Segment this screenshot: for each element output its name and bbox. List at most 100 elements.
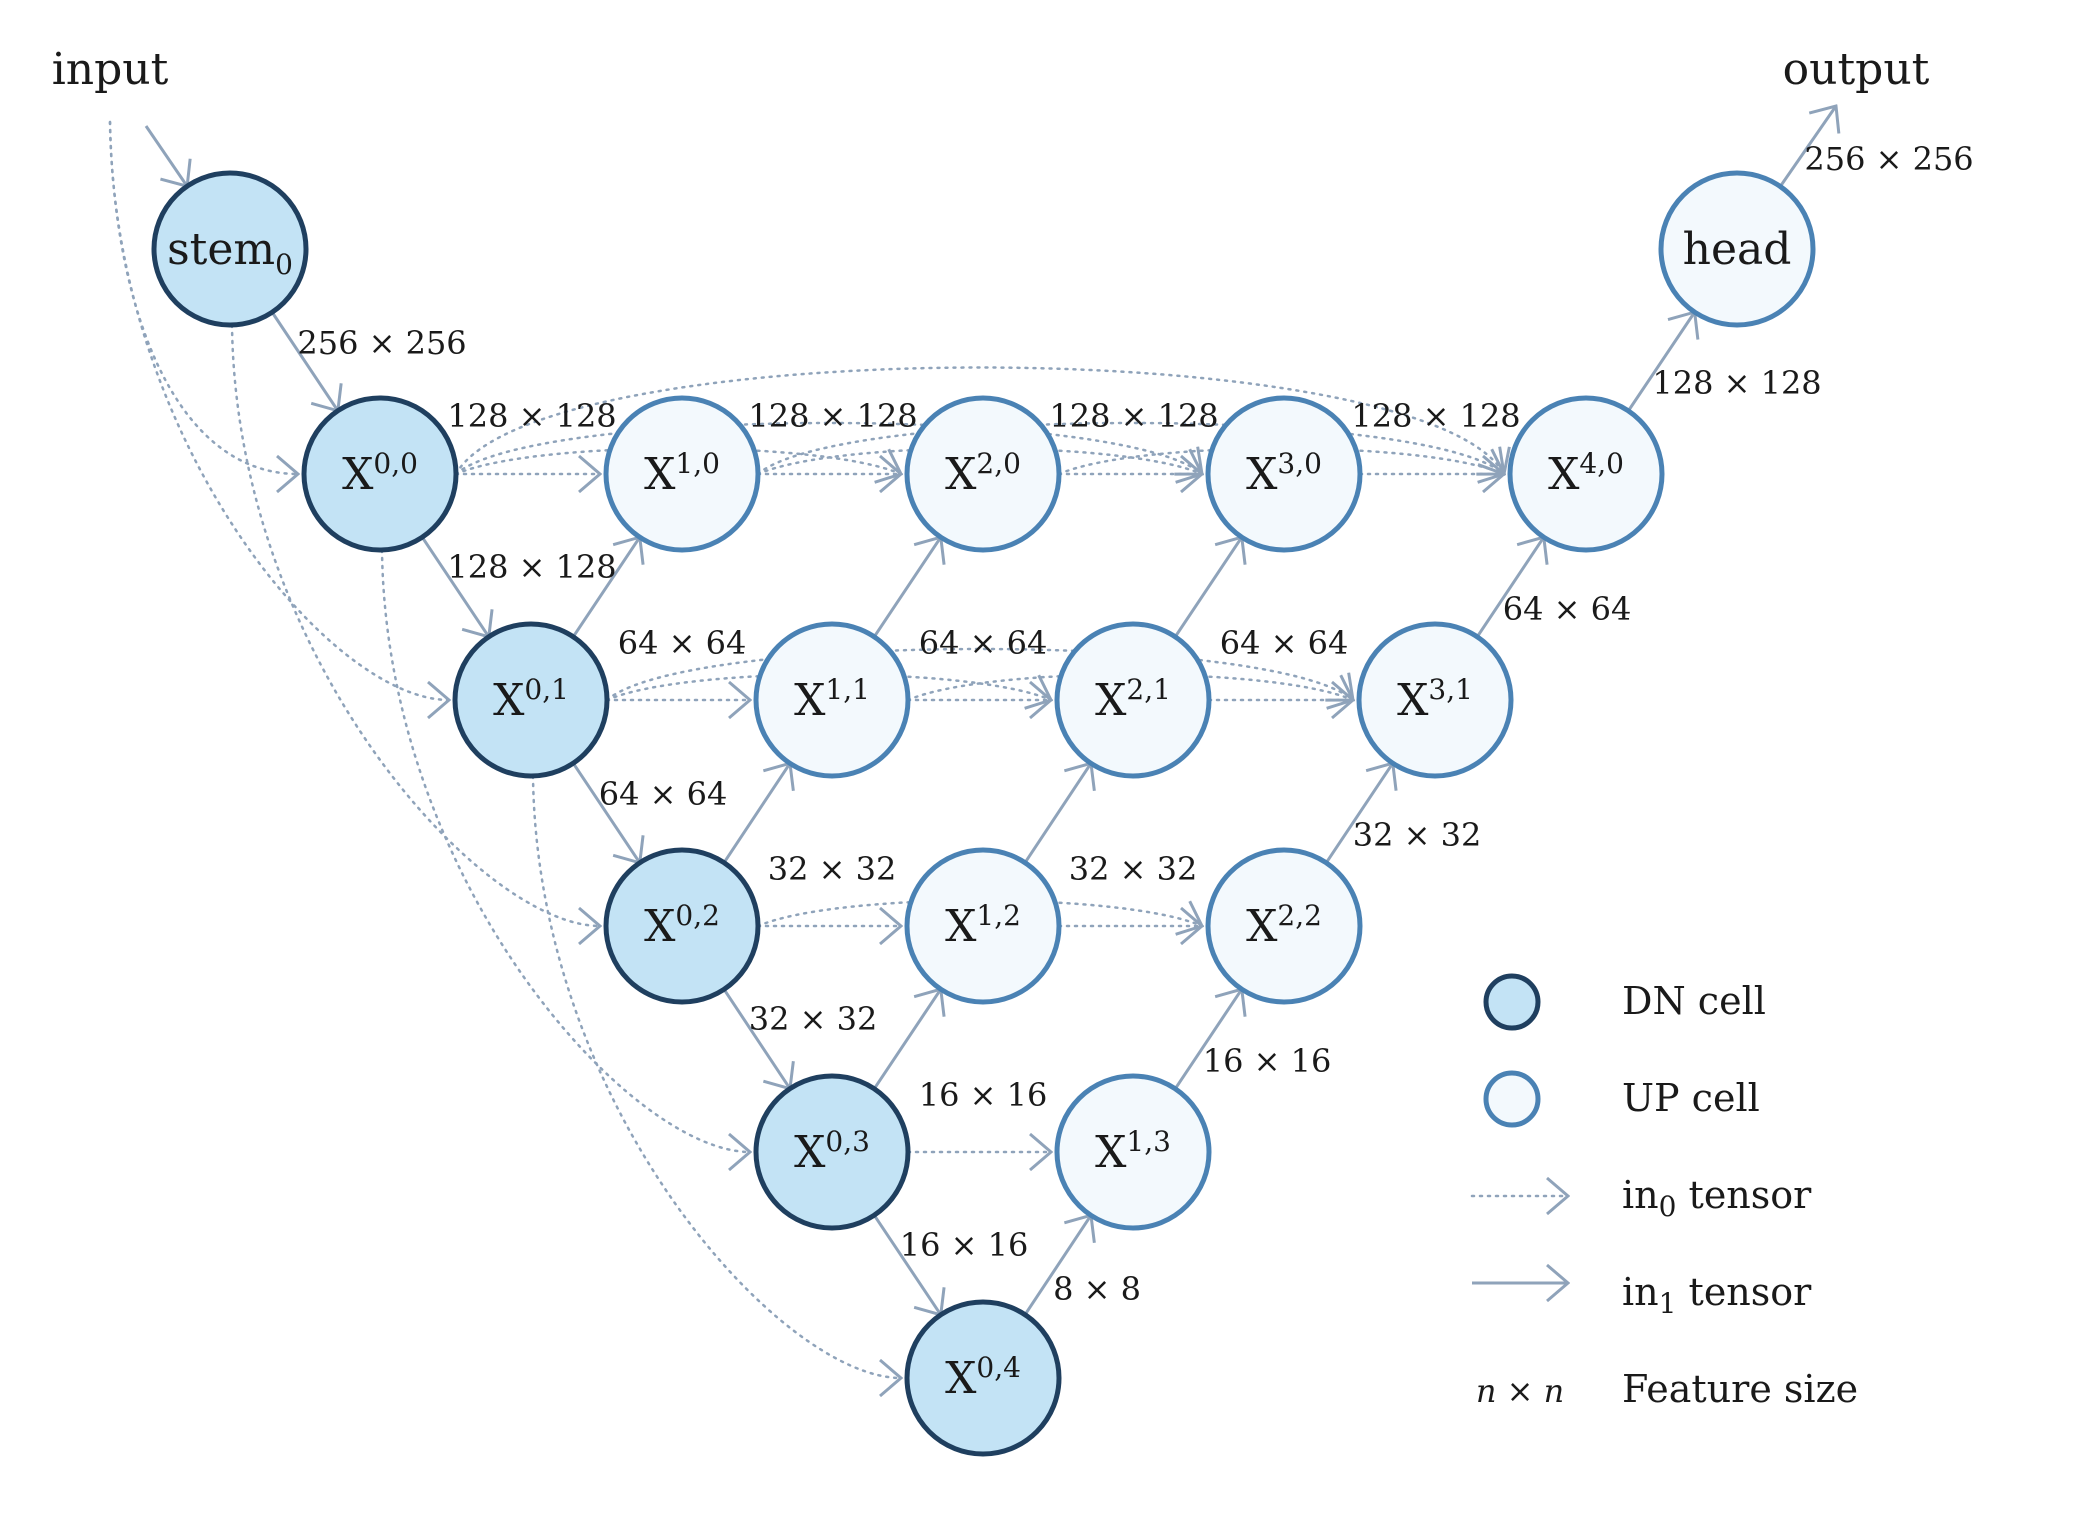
- cell-label: X1,1: [794, 673, 870, 726]
- cell-circle: [753, 621, 911, 779]
- cell-label: X2,1: [1095, 673, 1171, 726]
- up-cell-head: head: [1658, 170, 1816, 328]
- legend-dn-swatch: [1483, 973, 1541, 1031]
- cell-label: X0,1: [493, 673, 569, 726]
- size-label-row0-c: 128 × 128: [1049, 397, 1218, 435]
- cell-label: X1,3: [1095, 1125, 1171, 1178]
- legend-dn-label: DN cell: [1622, 979, 1766, 1023]
- size-label-row2-b: 32 × 32: [1069, 850, 1198, 888]
- up-cell-X22: X2,2: [1205, 847, 1363, 1005]
- size-label-head-out: 256 × 256: [1804, 140, 1973, 178]
- cell-circle: [1205, 847, 1363, 1005]
- size-label-x13-up: 16 × 16: [1203, 1042, 1332, 1080]
- dn-cell-X02: X0,2: [603, 847, 761, 1005]
- legend-up-label: UP cell: [1622, 1076, 1760, 1120]
- in1-edge-X13-to-X22: [1173, 989, 1242, 1090]
- cell-circle: [753, 1073, 911, 1231]
- output-label: output: [1783, 44, 1930, 95]
- cell-circle: [1507, 395, 1665, 553]
- in1-edge-head-to-output: [1779, 106, 1836, 188]
- cell-circle: [151, 170, 309, 328]
- legend-nxn-symbol: n × n: [1476, 1372, 1564, 1410]
- in1-edge-X11-to-X20: [872, 537, 941, 638]
- cell-circle: [452, 621, 610, 779]
- size-label-row0-a: 128 × 128: [447, 397, 616, 435]
- feature-size-labels: 256 × 256 128 × 128 128 × 128 128 × 128 128 …: [297, 140, 1973, 1308]
- dn-cell-X00: X0,0: [301, 395, 459, 553]
- in1-edge-X12-to-X21: [1023, 763, 1091, 864]
- in0-edge-X00-to-X40: [454, 366, 1504, 475]
- up-cell-X12: X1,2: [904, 847, 1062, 1005]
- size-label-x00-down: 128 × 128: [447, 548, 616, 586]
- cell-label: X1,2: [945, 899, 1021, 952]
- dn-cell-X04: X0,4: [904, 1299, 1062, 1457]
- cell-label: X2,2: [1246, 899, 1322, 952]
- in1-edge-X40-to-head: [1627, 312, 1694, 412]
- size-label-x31-up: 64 × 64: [1503, 590, 1632, 628]
- in1-edge-X02-to-X03: [722, 988, 790, 1088]
- in1-edge-X01-to-X10: [571, 537, 640, 638]
- size-label-row2-a: 32 × 32: [768, 850, 897, 888]
- cell-label: X4,0: [1548, 447, 1624, 500]
- cell-label: X0,2: [644, 899, 720, 952]
- size-label-stem-out: 256 × 256: [297, 324, 466, 362]
- in1-edge-X03-to-X12: [872, 989, 941, 1090]
- cell-label: head: [1683, 224, 1792, 275]
- cell-circle: [1054, 621, 1212, 779]
- up-cell-X21: X2,1: [1054, 621, 1212, 779]
- legend-feature-label: Feature size: [1622, 1367, 1858, 1411]
- in1-edge-X04-to-X13: [1023, 1215, 1091, 1316]
- in0-edge-X01-to-X04: [531, 774, 901, 1378]
- dn-cell-X01: X0,1: [452, 621, 610, 779]
- size-label-row1-a: 64 × 64: [618, 624, 747, 662]
- cell-circle: [904, 847, 1062, 1005]
- in1-tensor-edges: [144, 106, 1836, 1316]
- legend-in0-label: in0 tensor: [1622, 1173, 1812, 1223]
- size-label-row0-b: 128 × 128: [748, 397, 917, 435]
- size-label-x03-down: 16 × 16: [900, 1226, 1029, 1264]
- cell-circle: [1054, 1073, 1212, 1231]
- size-label-x04-up: 8 × 8: [1053, 1270, 1141, 1308]
- cell-label: X1,0: [644, 447, 720, 500]
- cell-label: X2,0: [945, 447, 1021, 500]
- up-cell-X11: X1,1: [753, 621, 911, 779]
- cell-circle: [1356, 621, 1514, 779]
- in0-edge-stem-to-X02: [230, 323, 600, 926]
- legend: DN cell UP cell in0 tensor in1 tensor n …: [1470, 973, 1858, 1411]
- cell-label: stem0: [167, 224, 293, 281]
- cell-label: X0,4: [945, 1351, 1021, 1404]
- cell-label: X0,3: [794, 1125, 870, 1178]
- in1-edge-X00-to-X01: [420, 536, 489, 637]
- dn-cell-stem: stem0: [151, 170, 309, 328]
- up-cell-X31: X3,1: [1356, 621, 1514, 779]
- cell-circle: [603, 395, 761, 553]
- size-label-x01-down: 64 × 64: [599, 775, 728, 813]
- cell-circle: [904, 1299, 1062, 1457]
- size-label-row3-a: 16 × 16: [919, 1076, 1048, 1114]
- size-label-row0-d: 128 × 128: [1351, 397, 1520, 435]
- in1-edge-X31-to-X40: [1475, 537, 1544, 638]
- legend-up-swatch: [1483, 1070, 1541, 1128]
- cell-label: X0,0: [342, 447, 418, 500]
- in1-edge-X21-to-X30: [1173, 537, 1242, 638]
- up-cell-X30: X3,0: [1205, 395, 1363, 553]
- in1-edge-input-to-stem: [144, 125, 187, 186]
- dn-cell-X03: X0,3: [753, 1073, 911, 1231]
- in1-edge-stem-to-X00: [270, 311, 338, 411]
- size-label-row1-c: 64 × 64: [1220, 624, 1349, 662]
- up-cell-X13: X1,3: [1054, 1073, 1212, 1231]
- cell-circle: [904, 395, 1062, 553]
- in1-edge-X02-to-X11: [722, 763, 790, 864]
- cell-label: X3,0: [1246, 447, 1322, 500]
- in0-edge-X00-to-X03: [380, 548, 750, 1152]
- cell-circle: [1658, 170, 1816, 328]
- size-label-row1-b: 64 × 64: [919, 624, 1048, 662]
- size-label-x40-up: 128 × 128: [1652, 364, 1821, 402]
- cell-circle: [1205, 395, 1363, 553]
- cell-nodes: stem0 X0,0 X0,1 X0,2 X0,3 X0,4 X1,0 X1,1 X1,2 X1,…: [151, 170, 1816, 1457]
- size-label-x22-up: 32 × 32: [1353, 816, 1482, 854]
- legend-in1-label: in1 tensor: [1622, 1270, 1812, 1320]
- cell-label: X3,1: [1397, 673, 1473, 726]
- up-cell-X40: X4,0: [1507, 395, 1665, 553]
